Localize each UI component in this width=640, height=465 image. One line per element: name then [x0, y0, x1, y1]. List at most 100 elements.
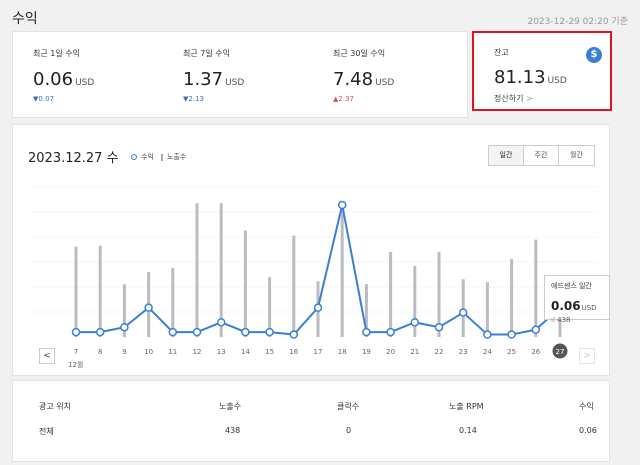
impressions-bar [219, 203, 223, 337]
change-up-icon: ▲ [333, 95, 339, 103]
x-tick-label[interactable]: 13 [217, 348, 226, 356]
table-row: 전체 438 0 0.14 0.06 [13, 426, 611, 440]
revenue-point[interactable] [241, 327, 250, 337]
revenue-point[interactable] [313, 303, 323, 312]
settle-link-label: 정산하기 [494, 94, 524, 103]
tooltip-impressions: 438 [557, 316, 571, 324]
impressions-bar [534, 239, 538, 337]
prev-period-button[interactable]: < [39, 348, 55, 364]
col-clicks: 클릭수 [337, 402, 360, 411]
revenue-point[interactable] [168, 327, 178, 337]
revenue-point[interactable] [362, 327, 371, 337]
impressions-bar [122, 284, 126, 337]
stat-label: 최근 1일 수익 [33, 49, 80, 58]
x-tick-label[interactable]: 9 [122, 348, 126, 356]
x-tick-label[interactable]: 7 [74, 348, 78, 356]
impressions-bar [171, 268, 175, 337]
tooltip-title: 애드센스 일간 [551, 282, 592, 290]
x-tick-label[interactable]: 14 [241, 348, 250, 356]
x-tick-label[interactable]: 27 [556, 348, 565, 356]
stat-30day: 최근 30일 수익 7.48 USD ▲2.37 [333, 48, 394, 103]
balance-label: 잔고 [494, 48, 509, 57]
impressions-bar [413, 266, 417, 337]
period-toggle: 일간 주간 월간 [488, 145, 595, 166]
revenue-point[interactable] [410, 318, 420, 327]
settle-link[interactable]: 정산하기 > [494, 93, 533, 104]
impressions-bar [98, 245, 102, 337]
recent-revenue-card: 최근 1일 수익 0.06 USD ▼0.07 최근 7일 수익 1.37 USD … [12, 31, 468, 118]
month-label: 12월 [68, 360, 83, 369]
revenue-point[interactable] [458, 308, 468, 317]
stat-value: 0.06 [33, 69, 74, 90]
x-tick-label[interactable]: 16 [289, 348, 298, 356]
change-down-icon: ▼ [33, 95, 39, 103]
change-down-icon: ▼ [183, 95, 189, 103]
stat-unit: USD [75, 78, 95, 88]
revenue-point[interactable] [216, 318, 226, 327]
revenue-point[interactable] [531, 325, 541, 334]
x-tick-label[interactable]: 18 [338, 348, 347, 356]
revenue-point[interactable] [337, 200, 347, 210]
revenue-point[interactable] [71, 327, 81, 337]
revenue-chart: 7 8 9 10 11 12 13 14 15 16 17 18 19 20 21 22 23 24 25 26 27 1… [33, 186, 598, 369]
x-tick-label[interactable]: 11 [168, 348, 177, 356]
impressions-bar [437, 251, 441, 337]
col-revenue: 수익 [579, 402, 594, 411]
impressions-bar [243, 230, 247, 337]
cell-rpm: 0.14 [459, 426, 477, 435]
impressions-bar [389, 251, 393, 337]
cell-clicks: 0 [346, 426, 352, 435]
revenue-point[interactable] [483, 330, 492, 339]
cell-placement: 전체 [39, 427, 54, 436]
x-tick-label[interactable]: 23 [459, 348, 468, 356]
chart-tooltip: 애드센스 일간 0.06USD ıl 438 [544, 275, 610, 324]
x-tick-label[interactable]: 24 [483, 348, 492, 356]
revenue-point[interactable] [289, 330, 299, 339]
stat-1day: 최근 1일 수익 0.06 USD ▼0.07 [33, 48, 94, 103]
chart-legend: 수익 노출수 [131, 152, 186, 162]
revenue-point[interactable] [386, 327, 395, 337]
col-rpm: 노출 RPM [449, 402, 484, 411]
impressions-bar [461, 279, 465, 337]
impressions-bar [485, 282, 489, 337]
tooltip-value: 0.06 [551, 299, 581, 313]
table-header-row: 광고 위치 노출수 클릭수 노출 RPM 수익 [13, 401, 611, 415]
impressions-bar [195, 203, 199, 337]
balance-value: 81.13 [494, 67, 546, 88]
stat-unit: USD [375, 78, 395, 88]
revenue-point[interactable] [192, 327, 202, 337]
daily-chart-card: 2023.12.27 수 수익 노출수 일간 주간 월간 7 8 9 10 11 12 13… [12, 124, 610, 376]
x-tick-label[interactable]: 26 [531, 348, 540, 356]
revenue-legend-icon [131, 154, 137, 160]
tab-daily[interactable]: 일간 [489, 146, 524, 165]
impressions-legend-icon [160, 153, 163, 161]
revenue-point[interactable] [120, 322, 129, 332]
revenue-point[interactable] [434, 322, 444, 332]
stat-value: 1.37 [183, 69, 224, 90]
x-tick-label[interactable]: 8 [98, 348, 102, 356]
impressions-bar [292, 235, 296, 337]
revenue-point[interactable] [144, 303, 153, 312]
revenue-point[interactable] [507, 330, 516, 339]
x-tick-label[interactable]: 12 [193, 348, 202, 356]
dollar-icon: $ [586, 47, 602, 63]
x-tick-label[interactable]: 20 [386, 348, 395, 356]
x-tick-label[interactable]: 17 [314, 348, 323, 356]
tab-monthly[interactable]: 월간 [559, 146, 594, 165]
tab-weekly[interactable]: 주간 [524, 146, 559, 165]
x-tick-label[interactable]: 15 [265, 348, 274, 356]
x-tick-label[interactable]: 25 [507, 348, 516, 356]
x-tick-label[interactable]: 19 [362, 348, 371, 356]
x-tick-label[interactable]: 22 [435, 348, 444, 356]
balance-card: 잔고 $ 81.13 USD 정산하기 > [472, 31, 612, 111]
next-period-button[interactable]: > [579, 348, 595, 364]
x-tick-label[interactable]: 21 [410, 348, 419, 356]
revenue-point[interactable] [265, 327, 274, 337]
revenue-point[interactable] [95, 327, 105, 337]
impressions-bar [74, 246, 78, 337]
chevron-right-icon: > [583, 351, 591, 361]
x-tick-label[interactable]: 10 [144, 348, 153, 356]
impressions-bar [510, 258, 514, 337]
stat-7day: 최근 7일 수익 1.37 USD ▼2.13 [183, 48, 244, 103]
legend-impressions: 노출수 [166, 153, 187, 161]
